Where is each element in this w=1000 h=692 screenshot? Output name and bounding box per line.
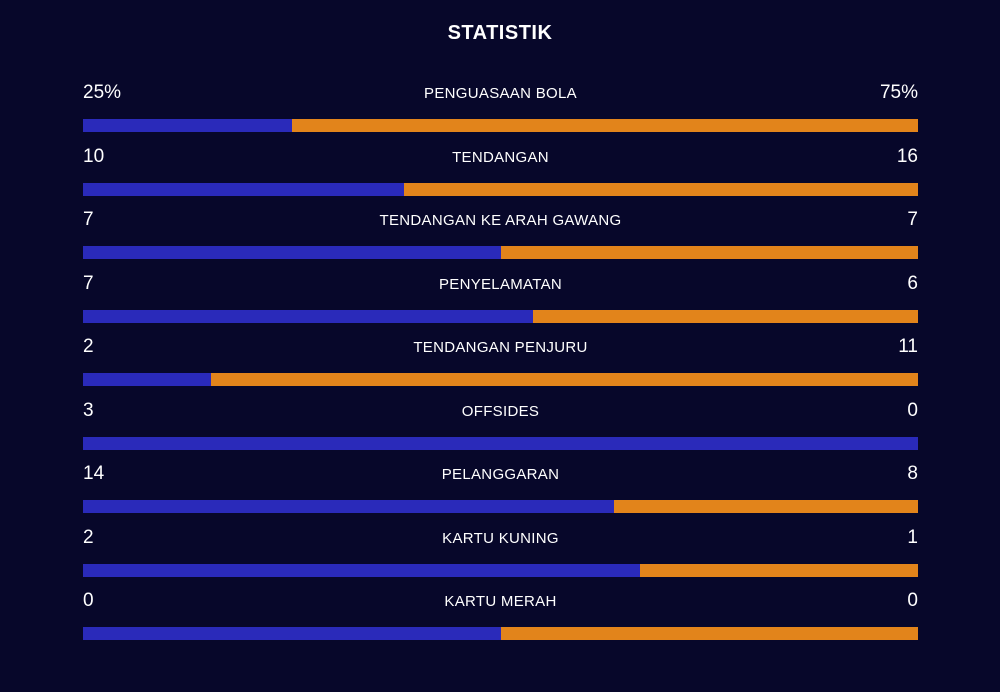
stat-bar-away bbox=[83, 373, 918, 386]
stat-bar-home bbox=[83, 563, 640, 577]
stat-labels: 7 TENDANGAN KE ARAH GAWANG 7 bbox=[83, 205, 918, 237]
stat-value-away: 11 bbox=[898, 336, 918, 357]
stat-bar-home bbox=[83, 373, 212, 386]
stat-labels: 14 PELANGGARAN 8 bbox=[83, 459, 918, 491]
stat-value-away: 1 bbox=[907, 526, 918, 548]
stat-bar-away bbox=[83, 627, 918, 640]
stat-value-home: 2 bbox=[83, 526, 94, 548]
stat-bar-home bbox=[83, 119, 292, 132]
stat-value-away: 0 bbox=[907, 590, 918, 611]
stat-bar-away bbox=[83, 436, 918, 450]
stat-bar-away bbox=[83, 563, 918, 577]
stat-value-away: 0 bbox=[907, 399, 918, 421]
stat-value-home: 7 bbox=[83, 209, 94, 230]
stat-row: 10 TENDANGAN 16 bbox=[83, 142, 918, 206]
stat-bar-away bbox=[83, 500, 918, 513]
stat-labels: 2 KARTU KUNING 1 bbox=[83, 523, 918, 555]
stat-bar-away bbox=[83, 182, 918, 196]
stat-labels: 0 KARTU MERAH 0 bbox=[83, 586, 918, 618]
stat-value-home: 0 bbox=[83, 590, 94, 611]
stat-label: PENGUASAAN BOLA bbox=[424, 85, 577, 102]
stat-value-home: 3 bbox=[83, 399, 94, 421]
stat-labels: 25% PENGUASAAN BOLA 75% bbox=[83, 78, 918, 110]
stat-label: KARTU MERAH bbox=[444, 593, 557, 610]
stat-row: 7 PENYELAMATAN 6 bbox=[83, 269, 918, 333]
stat-label: PELANGGARAN bbox=[441, 466, 560, 483]
stat-row: 0 KARTU MERAH 0 bbox=[83, 586, 918, 650]
stat-label: TENDANGAN bbox=[452, 148, 549, 166]
stat-bar-away bbox=[83, 309, 918, 323]
stat-value-home: 2 bbox=[83, 336, 94, 357]
stat-bar-home bbox=[83, 500, 615, 513]
stat-row: 25% PENGUASAAN BOLA 75% bbox=[83, 78, 918, 142]
stat-value-home: 14 bbox=[83, 463, 105, 484]
stat-row: 3 OFFSIDES 0 bbox=[83, 396, 918, 460]
stat-label: KARTU KUNING bbox=[442, 529, 559, 547]
stat-label: TENDANGAN KE ARAH GAWANG bbox=[379, 212, 622, 229]
stat-label: PENYELAMATAN bbox=[438, 275, 563, 293]
stat-bar-home bbox=[83, 182, 405, 196]
stat-labels: 10 TENDANGAN 16 bbox=[83, 142, 918, 174]
stat-value-away: 75% bbox=[879, 82, 918, 103]
stat-bar-home bbox=[83, 436, 918, 450]
stat-bar-home bbox=[83, 627, 501, 640]
stat-value-away: 8 bbox=[907, 463, 918, 484]
stat-row: 2 TENDANGAN PENJURU 11 bbox=[83, 332, 918, 396]
stat-value-away: 16 bbox=[896, 145, 918, 167]
stat-row: 14 PELANGGARAN 8 bbox=[83, 459, 918, 523]
stat-labels: 2 TENDANGAN PENJURU 11 bbox=[83, 332, 918, 364]
stats-title: STATISTIK bbox=[447, 22, 553, 44]
stat-label: OFFSIDES bbox=[461, 402, 540, 420]
stat-value-home: 7 bbox=[83, 272, 94, 294]
stat-value-home: 25% bbox=[83, 82, 122, 103]
stat-bar-away bbox=[83, 119, 918, 132]
stat-label: TENDANGAN PENJURU bbox=[413, 339, 588, 356]
stat-value-home: 10 bbox=[83, 145, 105, 167]
stat-row: 7 TENDANGAN KE ARAH GAWANG 7 bbox=[83, 205, 918, 269]
stat-bar-away bbox=[83, 246, 918, 259]
stat-bar-home bbox=[83, 246, 501, 259]
stat-labels: 7 PENYELAMATAN 6 bbox=[83, 269, 918, 301]
stat-row: 2 KARTU KUNING 1 bbox=[83, 523, 918, 587]
stat-labels: 3 OFFSIDES 0 bbox=[83, 396, 918, 428]
stat-bar-home bbox=[83, 309, 533, 323]
stat-value-away: 6 bbox=[907, 272, 918, 294]
stat-value-away: 7 bbox=[907, 209, 918, 230]
stats-list: 25% PENGUASAAN BOLA 75% 10 TENDANGAN 16 7 TENDA… bbox=[83, 78, 918, 650]
